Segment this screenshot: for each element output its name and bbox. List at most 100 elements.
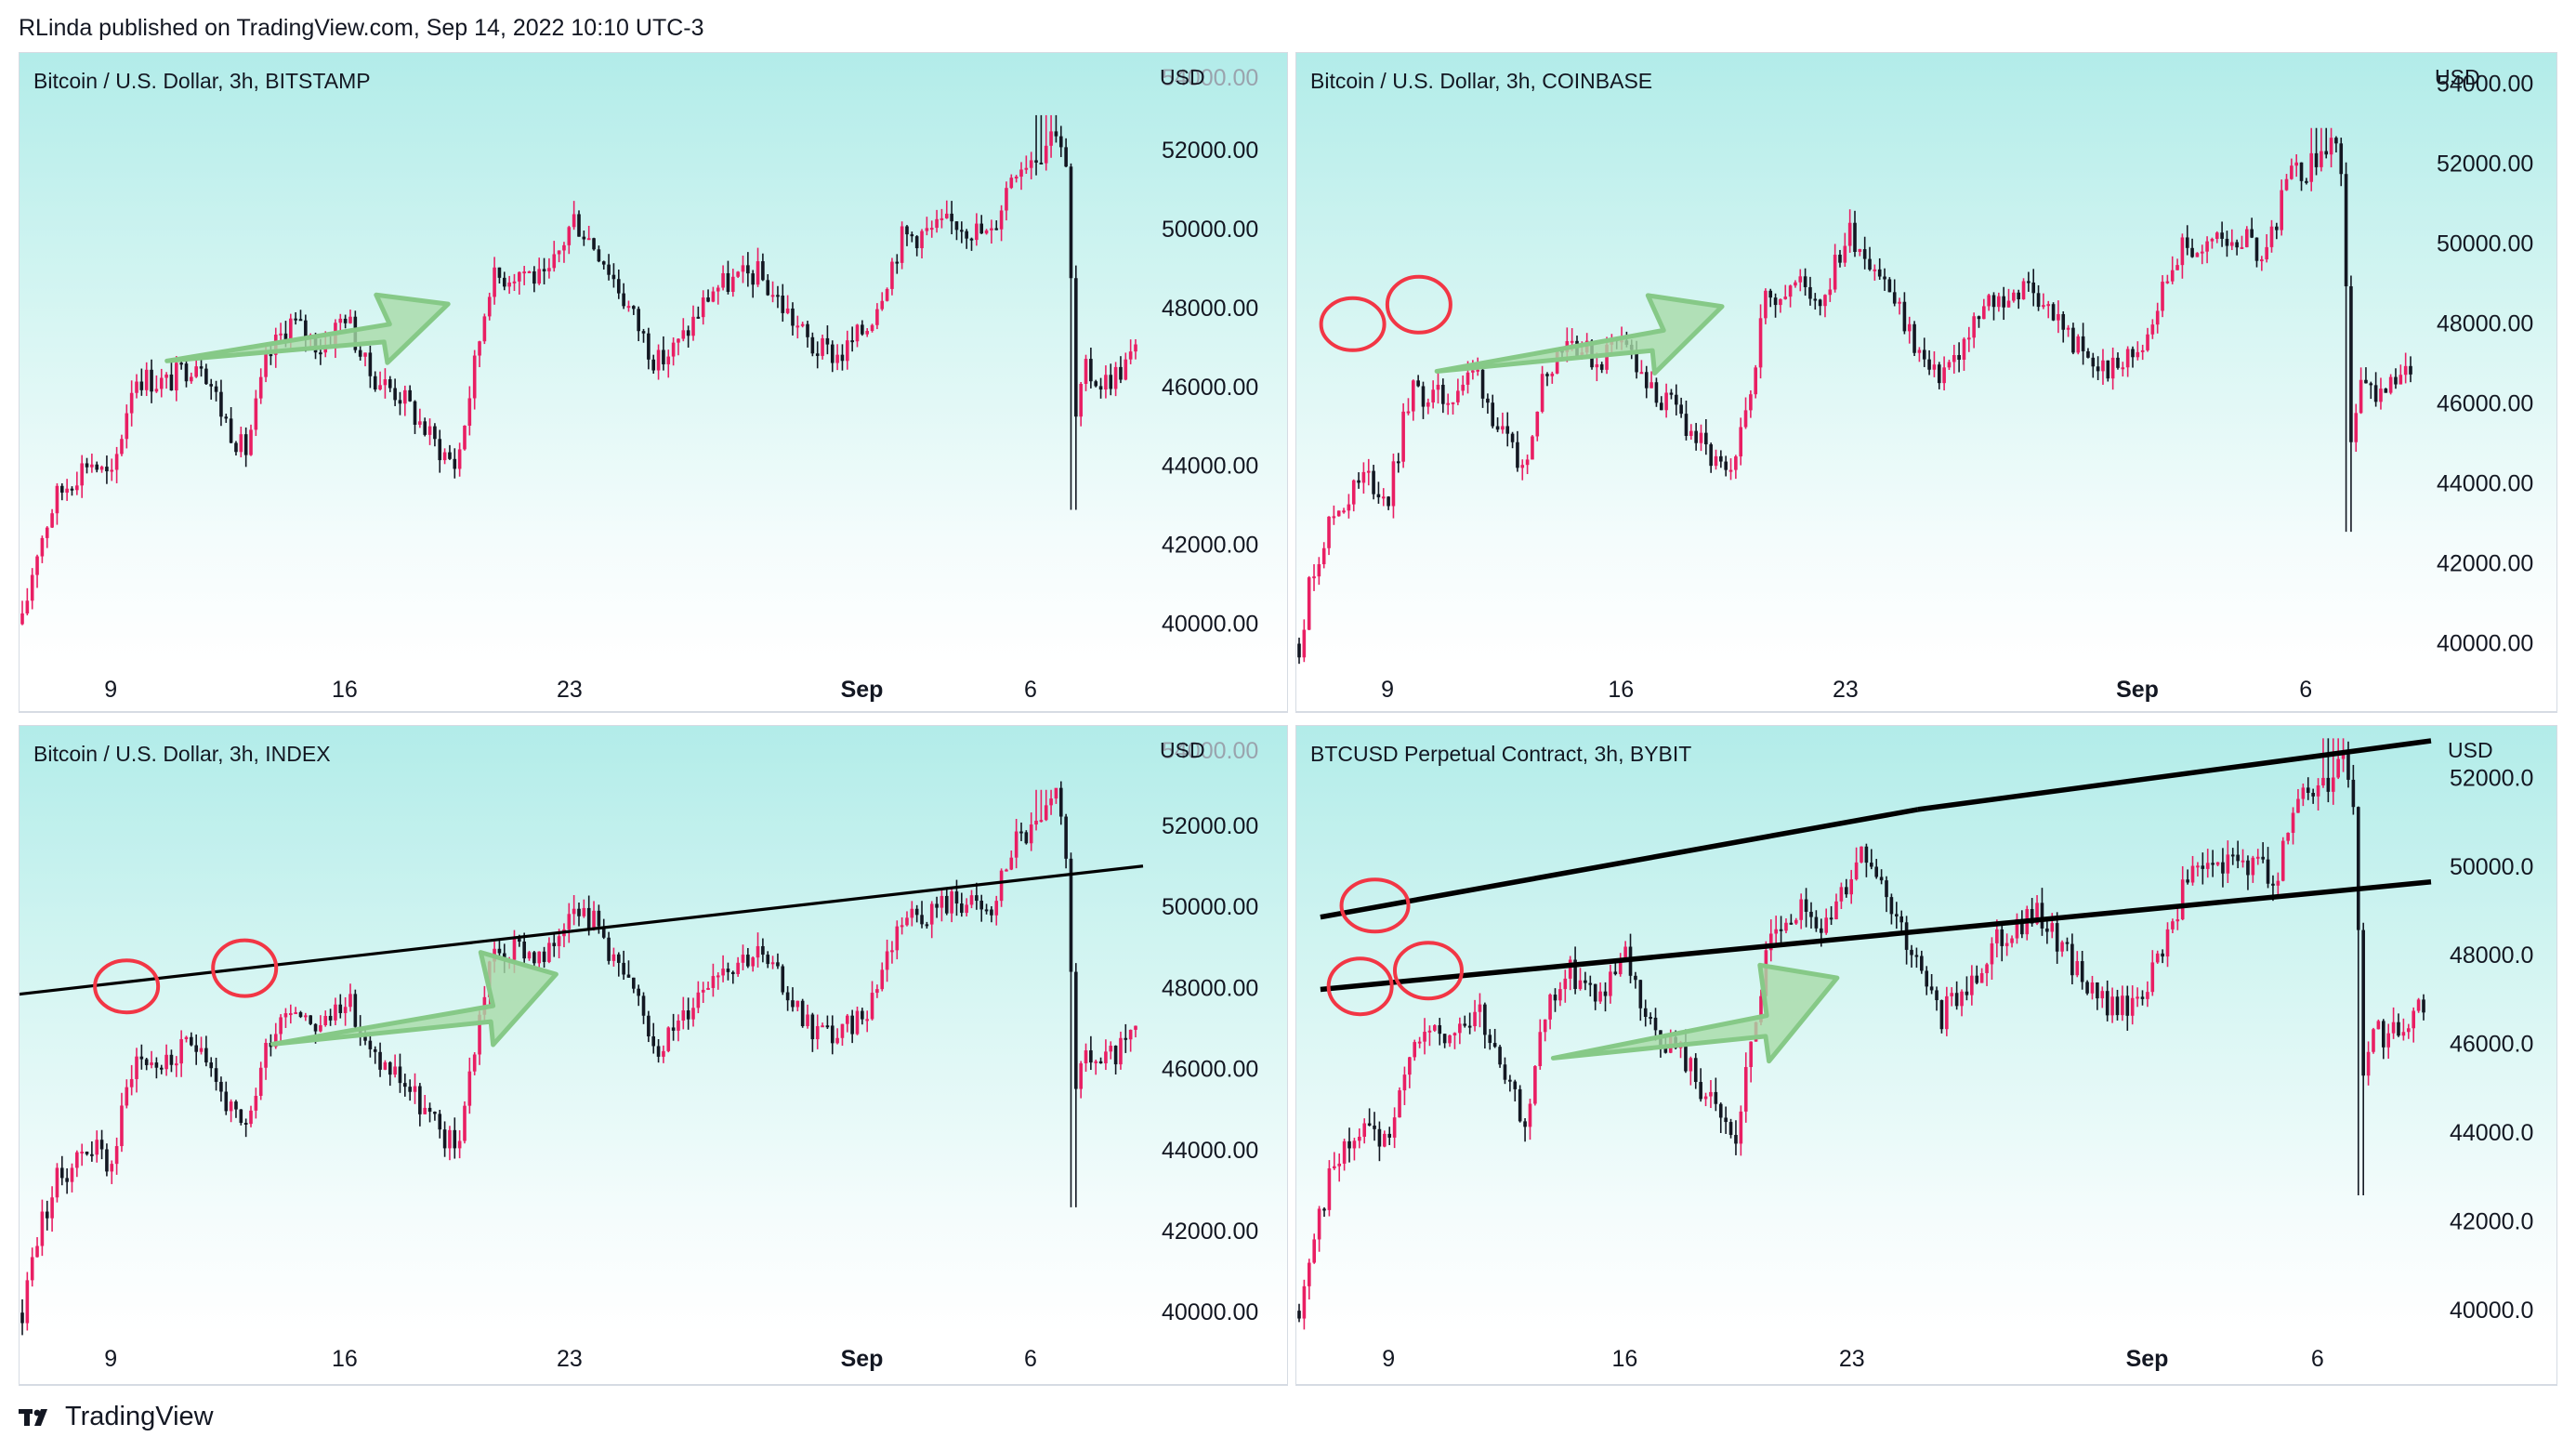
candle-body <box>110 469 114 472</box>
candles <box>1297 738 2425 1330</box>
time-axis[interactable] <box>19 1333 1288 1386</box>
candle-body <box>2255 856 2260 859</box>
y-tick-label: 46000.00 <box>2437 390 2533 416</box>
candle-body <box>1824 917 1828 933</box>
candle-body <box>1014 177 1019 179</box>
marker-circle[interactable] <box>1392 941 1464 1001</box>
tradingview-logo[interactable]: TradingView <box>19 1402 214 1432</box>
chart-panel-index[interactable]: Bitcoin / U.S. Dollar, 3h, INDEX USD 540… <box>18 725 1288 1386</box>
candle-body <box>512 938 517 960</box>
candle-body <box>2105 991 2109 1016</box>
marker-circle[interactable] <box>1326 956 1394 1017</box>
candle-body <box>1808 286 1812 299</box>
candle-body <box>1528 1103 1532 1127</box>
time-axis[interactable] <box>1295 664 2557 713</box>
price-axis[interactable] <box>2418 52 2557 664</box>
candle-body <box>1950 993 1954 996</box>
candle-body <box>1819 928 1823 933</box>
candle-body <box>1321 547 1326 565</box>
chart-panel-coinbase[interactable]: Bitcoin / U.S. Dollar, 3h, COINBASE USD … <box>1295 52 2557 713</box>
candle-body <box>950 891 953 914</box>
candle-body <box>338 1004 343 1013</box>
plot-area[interactable] <box>19 725 1144 1334</box>
candle-body <box>1689 1058 1693 1072</box>
candle-body <box>383 1061 388 1070</box>
candle-body <box>1352 1140 1357 1149</box>
candle-body <box>1774 929 1778 934</box>
marker-circle[interactable] <box>211 938 279 998</box>
candle-body <box>1322 1208 1326 1211</box>
marker-circle[interactable] <box>1319 296 1387 352</box>
candle-body <box>1889 897 1894 915</box>
price-axis[interactable] <box>1143 725 1288 1333</box>
candle-body <box>279 1017 283 1035</box>
candle-body <box>890 950 894 953</box>
trend-line[interactable] <box>18 864 1144 996</box>
candle-body <box>721 272 725 288</box>
candle-body <box>647 1015 651 1037</box>
candle-body <box>1510 433 1515 442</box>
candle-body <box>2027 281 2031 283</box>
candle-body <box>597 249 601 262</box>
y-tick-label: 48000.00 <box>1162 296 1258 322</box>
candle-body <box>736 962 740 975</box>
price-axis[interactable] <box>2431 725 2557 1333</box>
trend-line[interactable] <box>1320 807 1919 920</box>
candle-body <box>1471 370 1475 373</box>
marker-circle[interactable] <box>1385 274 1452 335</box>
candle-body <box>2096 366 2100 372</box>
time-axis[interactable] <box>1295 1333 2557 1386</box>
candle-body <box>2220 232 2224 239</box>
time-axis[interactable] <box>19 664 1288 713</box>
candle-body <box>2261 856 2265 860</box>
candle-body <box>746 955 750 967</box>
candle-body <box>427 1107 432 1113</box>
candle-body <box>1798 276 1803 283</box>
chart-panel-bybit[interactable]: BTCUSD Perpetual Contract, 3h, BYBIT USD… <box>1295 725 2557 1386</box>
candle-body <box>1804 899 1808 912</box>
trend-line[interactable] <box>1320 878 2432 993</box>
chart-panel-bitstamp[interactable]: Bitcoin / U.S. Dollar, 3h, BITSTAMP USD … <box>19 52 1288 713</box>
candle-body <box>1372 470 1375 494</box>
candle-body <box>1308 1262 1311 1286</box>
candle-body <box>448 1129 452 1149</box>
candle-body <box>875 309 879 325</box>
candle-body <box>95 464 99 470</box>
candle-body <box>785 992 790 1001</box>
candle-body <box>2369 383 2373 386</box>
x-tick-label: 23 <box>1833 677 1859 703</box>
candle-body <box>1962 338 1966 361</box>
candle-body <box>2121 995 2124 1016</box>
trend-arrow[interactable] <box>1550 962 1840 1064</box>
candle-body <box>741 265 745 272</box>
trend-line[interactable] <box>1917 738 2432 812</box>
candle-body <box>1361 471 1366 483</box>
currency-label: USD <box>2435 65 2480 89</box>
candle-body <box>1442 1034 1447 1044</box>
candle-body <box>1513 1081 1518 1089</box>
candle-body <box>1977 316 1981 320</box>
candle-body <box>2384 389 2388 393</box>
price-axis[interactable] <box>1143 52 1288 664</box>
candle-body <box>1809 911 1813 917</box>
marker-circle[interactable] <box>93 958 161 1015</box>
candle-body <box>2175 919 2180 922</box>
candle-body <box>984 909 989 912</box>
candle-body <box>751 957 755 967</box>
marker-circle[interactable] <box>1339 877 1411 934</box>
trend-arrow[interactable] <box>269 950 559 1048</box>
trend-arrow[interactable] <box>164 292 451 365</box>
trend-arrow[interactable] <box>1434 293 1725 376</box>
candle-body <box>1074 278 1078 417</box>
candle-body <box>2251 857 2255 876</box>
candle-body <box>1119 366 1123 380</box>
candle-body <box>547 942 551 962</box>
candle-body <box>1501 426 1505 430</box>
candle-body <box>1814 916 1819 929</box>
candle-body <box>1034 160 1038 163</box>
candle-body <box>721 969 725 976</box>
candle-body <box>1483 1004 1487 1035</box>
candle-body <box>990 909 993 916</box>
candle-body <box>2409 365 2412 375</box>
candle-body <box>40 1211 45 1246</box>
